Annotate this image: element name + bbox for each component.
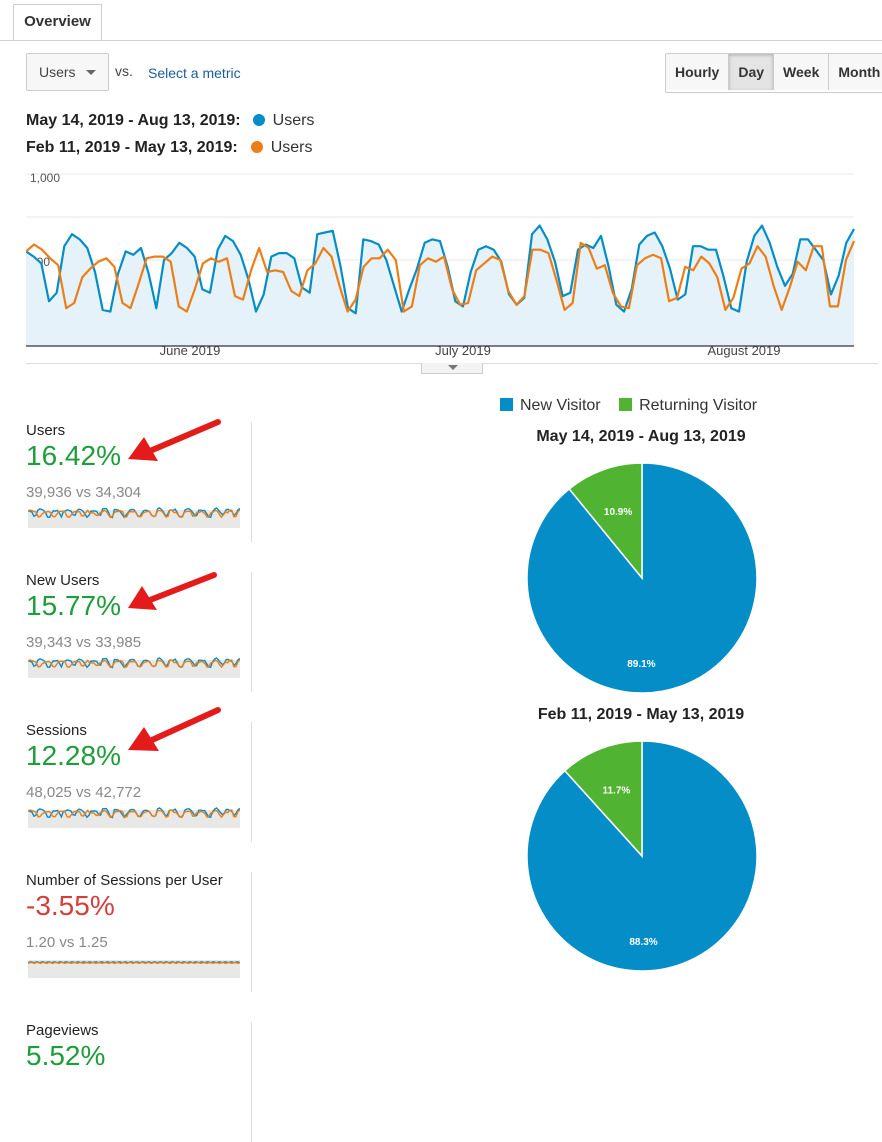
metric-name: Sessions xyxy=(26,722,87,739)
red-arrow-icon xyxy=(128,707,221,751)
pie-title-current: May 14, 2019 - Aug 13, 2019 xyxy=(536,428,746,445)
current-range-legend: May 14, 2019 - Aug 13, 2019: Users xyxy=(26,112,314,130)
new-visitor-swatch-icon xyxy=(500,398,513,411)
previous-range-label: Feb 11, 2019 - May 13, 2019: xyxy=(26,139,238,156)
red-arrow-icon xyxy=(128,572,217,610)
sparkline-prev-line xyxy=(28,809,240,819)
pie-slice-returning-visitor[interactable] xyxy=(568,462,643,581)
granularity-button-group: Hourly Day Week Month xyxy=(665,53,882,93)
current-series-line xyxy=(26,224,855,315)
sparkline xyxy=(28,657,240,678)
x-tick-label: June 2019 xyxy=(160,343,221,358)
pie-slice-returning-visitor[interactable] xyxy=(563,740,643,858)
metric-card-new-users[interactable]: New Users 15.77% 39,343 vs 33,985 xyxy=(26,572,252,692)
metric-change: 15.77% xyxy=(26,590,121,621)
sparkline xyxy=(28,960,240,978)
metric-change: 5.52% xyxy=(26,1040,106,1071)
metric-change: -3.55% xyxy=(26,890,115,921)
pie-slice-label: 10.9% xyxy=(604,507,632,518)
chevron-down-icon xyxy=(448,365,458,370)
metric-comparison: 39,936 vs 34,304 xyxy=(26,484,142,501)
current-series-dot-icon xyxy=(252,114,265,126)
sparkline xyxy=(28,807,240,828)
sparkline-prev-line xyxy=(28,509,240,519)
metric-card-users[interactable]: Users 16.42% 39,936 vs 34,304 xyxy=(26,422,252,542)
sparkline-prev-line xyxy=(28,659,240,669)
pie-chart-previous[interactable]: 88.3% 11.7% xyxy=(520,734,764,978)
metric-comparison: 48,025 vs 42,772 xyxy=(26,784,142,801)
week-button[interactable]: Week xyxy=(773,54,829,90)
tab-overview[interactable]: Overview xyxy=(13,4,102,40)
vs-label: vs. xyxy=(115,63,133,79)
collapse-chart-handle[interactable] xyxy=(421,363,483,374)
metric-name: Number of Sessions per User xyxy=(26,872,223,889)
previous-range-legend: Feb 11, 2019 - May 13, 2019: Users xyxy=(26,139,312,157)
card-divider xyxy=(251,572,252,692)
card-divider xyxy=(251,422,252,542)
tab-bar xyxy=(0,0,882,41)
card-divider xyxy=(251,872,252,992)
pie-slice-label: 88.3% xyxy=(629,937,657,948)
red-arrow-icon xyxy=(128,419,221,461)
card-divider xyxy=(251,1022,252,1142)
metric-change: 12.28% xyxy=(26,740,121,771)
month-button[interactable]: Month xyxy=(828,54,882,90)
metric-select-dropdown[interactable]: Users xyxy=(26,53,109,91)
metric-name: Users xyxy=(26,422,66,439)
chevron-down-icon xyxy=(86,70,96,75)
pie-legend: New Visitor Returning Visitor xyxy=(500,397,757,415)
sparkline-bg xyxy=(28,960,240,978)
metric-select-value: Users xyxy=(39,64,76,80)
metric-comparison: 1.20 vs 1.25 xyxy=(26,934,108,951)
pie-title-previous: Feb 11, 2019 - May 13, 2019 xyxy=(537,706,745,723)
legend-new-visitor: New Visitor xyxy=(520,397,601,414)
previous-series-line xyxy=(26,240,856,313)
x-tick-label: July 2019 xyxy=(435,343,491,358)
metric-comparison: 39,343 vs 33,985 xyxy=(26,634,142,651)
metric-card-sessions-per-user[interactable]: Number of Sessions per User -3.55% 1.20 … xyxy=(26,872,252,992)
pie-slice-label: 11.7% xyxy=(602,786,630,797)
previous-metric-label: Users xyxy=(270,139,313,156)
returning-visitor-swatch-icon xyxy=(619,398,633,411)
card-divider xyxy=(251,722,252,842)
sparkline xyxy=(28,507,240,528)
sparkline-prev-line xyxy=(28,961,240,965)
metric-change: 16.42% xyxy=(26,440,121,471)
metric-card-pageviews[interactable]: Pageviews 5.52% xyxy=(26,1022,252,1142)
current-series-area xyxy=(26,225,854,346)
pie-slice-label: 89.1% xyxy=(627,659,655,670)
metric-name: New Users xyxy=(26,572,100,589)
y-tick-label: 1,000 xyxy=(30,171,60,185)
pie-chart-current[interactable]: 89.1% 10.9% xyxy=(520,456,764,700)
x-tick-label: August 2019 xyxy=(707,343,780,358)
legend-returning-visitor: Returning Visitor xyxy=(639,397,758,414)
metric-card-sessions[interactable]: Sessions 12.28% 48,025 vs 42,772 xyxy=(26,722,252,842)
hourly-button[interactable]: Hourly xyxy=(666,54,729,90)
current-range-label: May 14, 2019 - Aug 13, 2019: xyxy=(26,112,241,129)
current-metric-label: Users xyxy=(272,112,315,129)
previous-series-dot-icon xyxy=(250,141,263,153)
select-metric-link[interactable]: Select a metric xyxy=(148,65,241,81)
metric-name: Pageviews xyxy=(26,1022,99,1039)
day-button[interactable]: Day xyxy=(728,54,774,90)
